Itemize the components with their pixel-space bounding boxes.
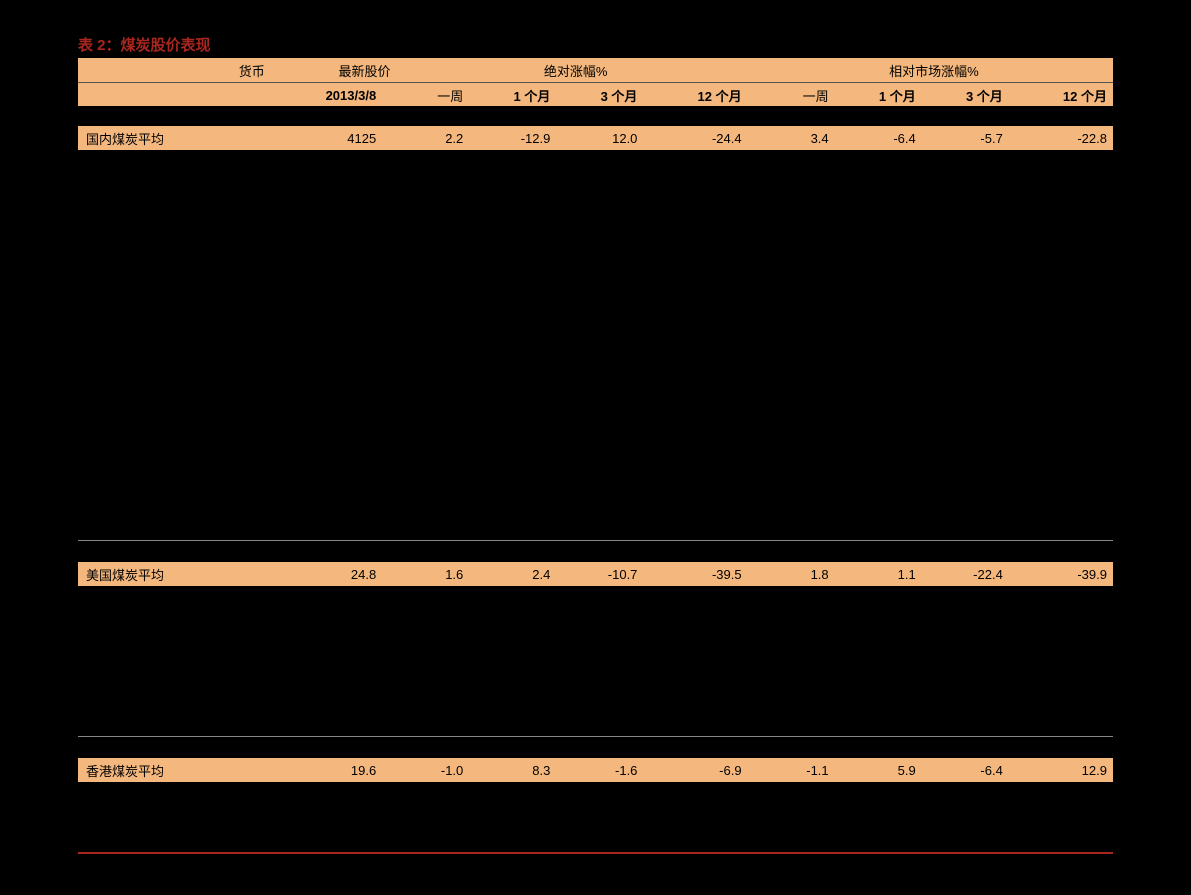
cell-abs-3m: 12.0 [556, 131, 643, 146]
col-header-price: 最新股价 [292, 61, 397, 80]
cell-rel-12m: 12.9 [1009, 763, 1113, 778]
col-group-relative: 相对市场涨幅% [755, 61, 1113, 80]
cell-abs-12m: -24.4 [643, 131, 747, 146]
cell-price: 19.6 [282, 763, 382, 778]
cell-rel-12m: -22.8 [1009, 131, 1113, 146]
col-rel-3m: 3 个月 [922, 86, 1009, 105]
cell-rel-1m: -6.4 [835, 131, 922, 146]
col-rel-1m: 1 个月 [835, 86, 922, 105]
table-row: 美国煤炭平均 24.8 1.6 2.4 -10.7 -39.5 1.8 1.1 … [78, 562, 1113, 586]
bottom-rule [78, 852, 1113, 854]
cell-abs-12m: -39.5 [643, 567, 747, 582]
cell-abs-1m: 2.4 [469, 567, 556, 582]
cell-price: 4125 [282, 131, 382, 146]
separator-line [78, 540, 1113, 541]
cell-rel-1w: 1.8 [748, 567, 835, 582]
cell-rel-1m: 1.1 [835, 567, 922, 582]
col-abs-12m: 12 个月 [643, 86, 747, 105]
cell-abs-1w: -1.0 [382, 763, 469, 778]
cell-abs-1m: -12.9 [469, 131, 556, 146]
separator-line [78, 736, 1113, 737]
cell-abs-3m: -10.7 [556, 567, 643, 582]
table-row: 国内煤炭平均 4125 2.2 -12.9 12.0 -24.4 3.4 -6.… [78, 126, 1113, 150]
cell-name: 香港煤炭平均 [78, 761, 205, 780]
cell-rel-3m: -6.4 [922, 763, 1009, 778]
cell-rel-1w: 3.4 [748, 131, 835, 146]
cell-price: 24.8 [282, 567, 382, 582]
cell-rel-3m: -22.4 [922, 567, 1009, 582]
col-abs-3m: 3 个月 [556, 86, 643, 105]
cell-rel-12m: -39.9 [1009, 567, 1113, 582]
cell-name: 美国煤炭平均 [78, 565, 205, 584]
cell-abs-1w: 1.6 [382, 567, 469, 582]
cell-name: 国内煤炭平均 [78, 129, 205, 148]
col-abs-1w: 一周 [382, 86, 469, 105]
col-rel-1w: 一周 [748, 86, 835, 105]
cell-abs-1w: 2.2 [382, 131, 469, 146]
cell-rel-3m: -5.7 [922, 131, 1009, 146]
cell-abs-12m: -6.9 [643, 763, 747, 778]
col-group-absolute: 绝对涨幅% [397, 61, 755, 80]
col-header-date: 2013/3/8 [282, 88, 382, 103]
table-row: 香港煤炭平均 19.6 -1.0 8.3 -1.6 -6.9 -1.1 5.9 … [78, 758, 1113, 782]
cell-abs-3m: -1.6 [556, 763, 643, 778]
col-rel-12m: 12 个月 [1009, 86, 1113, 105]
col-abs-1m: 1 个月 [469, 86, 556, 105]
col-header-currency: 货币 [211, 61, 292, 80]
cell-rel-1w: -1.1 [748, 763, 835, 778]
table-header: 货币 最新股价 绝对涨幅% 相对市场涨幅% 2013/3/8 一周 1 个月 3… [78, 58, 1113, 106]
cell-rel-1m: 5.9 [835, 763, 922, 778]
cell-abs-1m: 8.3 [469, 763, 556, 778]
page-root: 表 2：煤炭股价表现 货币 最新股价 绝对涨幅% 相对市场涨幅% 2013/3/… [0, 0, 1191, 895]
